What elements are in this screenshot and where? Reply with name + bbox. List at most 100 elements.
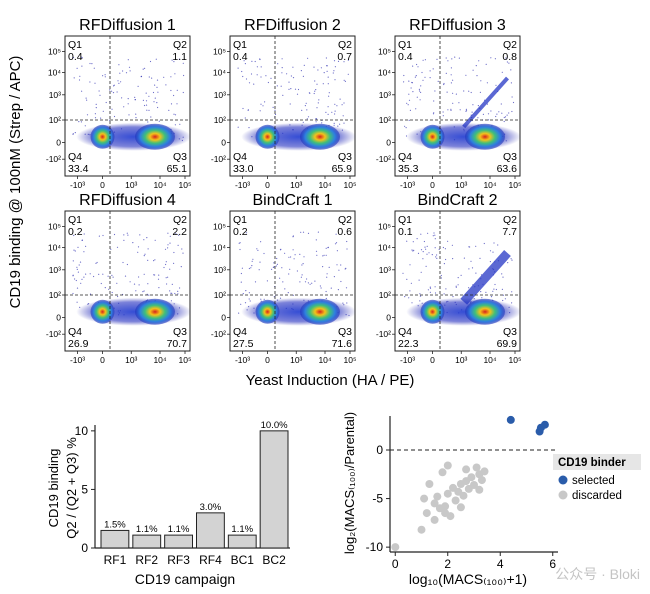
x-tick-label: 10⁴ (318, 355, 331, 365)
event-dot (104, 76, 106, 78)
event-dot (300, 231, 302, 233)
event-dot (182, 252, 184, 254)
event-dot (292, 77, 295, 79)
event-dot (129, 70, 131, 72)
event-dot (450, 109, 452, 111)
event-dot (317, 102, 319, 104)
event-dot (432, 68, 434, 70)
event-dot (170, 76, 172, 78)
event-dot (494, 283, 496, 286)
event-dot (123, 239, 125, 241)
event-dot (501, 273, 503, 275)
y-tick-label: 0 (56, 137, 61, 147)
bar (196, 512, 225, 549)
event-dot (301, 274, 303, 276)
event-dot (501, 71, 503, 73)
bar-category-label: RF1 (104, 553, 127, 567)
q2-label: Q2 (338, 39, 352, 51)
event-dot (490, 110, 492, 112)
q2-value: 2.2 (172, 226, 187, 238)
event-dot (412, 65, 414, 67)
event-dot (337, 289, 339, 291)
panel-title: RFDiffusion 1 (79, 17, 176, 34)
population-q4-density (255, 299, 280, 324)
event-dot (506, 114, 508, 116)
scatter-point-selected (506, 415, 515, 424)
event-dot (408, 297, 410, 299)
x-tick-label: 0 (430, 180, 435, 190)
event-dot (154, 239, 156, 241)
q4-label: Q4 (68, 151, 82, 163)
event-dot (85, 273, 87, 275)
event-dot (300, 276, 302, 278)
event-dot (475, 65, 477, 67)
scatter-point-discarded (470, 481, 478, 489)
event-dot (93, 275, 95, 278)
event-dot (248, 267, 250, 270)
event-dot (406, 278, 408, 280)
event-dot (419, 99, 421, 101)
event-dot (503, 120, 505, 123)
event-dot (315, 118, 317, 120)
event-dot (156, 79, 159, 81)
event-dot (434, 234, 436, 236)
event-dot (288, 88, 290, 90)
event-dot (406, 102, 408, 104)
population-q4-density (420, 299, 445, 324)
bar-value-label: 10.0% (261, 420, 288, 431)
event-dot (438, 248, 440, 250)
panel-frame (229, 35, 356, 177)
bar-y-tick-label: 5 (81, 482, 88, 496)
y-tick-label: 10⁴ (378, 242, 391, 252)
event-dot (343, 79, 345, 81)
watermark: 公众号 · Bloki (555, 566, 640, 582)
x-tick-label: -10³ (400, 180, 415, 190)
event-dot (290, 88, 292, 90)
event-dot (465, 109, 468, 111)
legend-selected-label: selected (572, 475, 615, 487)
event-dot (335, 242, 338, 244)
y-tick-label: 10³ (379, 265, 391, 275)
event-dot (182, 62, 184, 64)
event-dot (139, 234, 141, 236)
event-dot (259, 261, 261, 263)
event-dot (303, 64, 305, 66)
event-dot (81, 57, 83, 59)
event-dot (89, 81, 91, 83)
event-dot (111, 274, 113, 276)
event-dot (331, 111, 333, 113)
event-dot (344, 268, 346, 270)
event-dot (429, 70, 431, 72)
event-dot (76, 301, 78, 303)
q4-value: 27.5 (233, 338, 254, 350)
event-dot (419, 293, 421, 295)
event-dot (433, 232, 435, 234)
event-dot (422, 251, 424, 253)
x-tick-label: -10³ (70, 180, 85, 190)
event-dot (281, 67, 283, 69)
bar-category-label: RF2 (135, 553, 158, 567)
q1-value: 0.4 (398, 51, 413, 63)
panel-frame (394, 35, 521, 177)
q1-value: 0.2 (233, 226, 248, 238)
event-dot (346, 240, 348, 243)
event-dot (336, 105, 338, 107)
y-tick-label: 10⁵ (213, 46, 226, 56)
event-dot (73, 77, 75, 79)
q1-value: 0.2 (68, 226, 83, 238)
event-dot (157, 91, 159, 93)
event-dot (171, 59, 173, 61)
y-tick-label: 10³ (379, 90, 391, 100)
event-dot (435, 256, 437, 258)
event-dot (169, 242, 171, 244)
event-dot (288, 273, 290, 275)
q3-value: 65.1 (167, 163, 188, 175)
event-dot (179, 123, 181, 125)
event-dot (145, 92, 147, 94)
event-dot (260, 298, 262, 300)
event-dot (307, 282, 309, 284)
q3-value: 69.9 (497, 338, 518, 350)
event-dot (86, 99, 88, 101)
event-dot (503, 116, 505, 119)
